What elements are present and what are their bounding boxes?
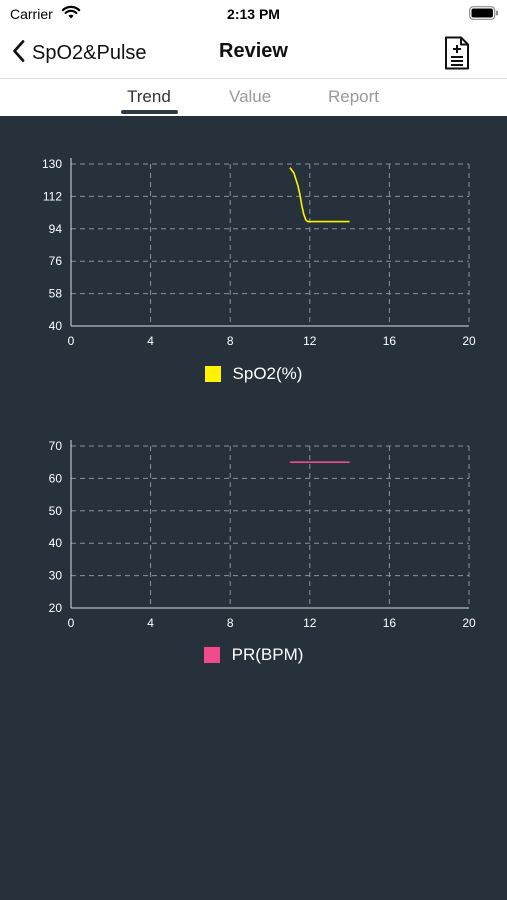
- pr-x-tick-label: 0: [68, 616, 75, 630]
- pr-legend-swatch: [203, 647, 220, 663]
- active-tab-indicator: [121, 110, 178, 114]
- spo2-y-tick-label: 58: [49, 287, 63, 301]
- navigation-bar: SpO2&Pulse Review: [0, 28, 507, 79]
- spo2-legend-swatch: [204, 366, 221, 382]
- spo2-x-tick-label: 8: [227, 334, 234, 348]
- battery-icon: [469, 6, 499, 25]
- spo2-x-tick-label: 16: [383, 334, 397, 348]
- spo2-y-tick-label: 40: [49, 319, 63, 333]
- spo2-y-tick-label: 130: [42, 157, 62, 171]
- spo2-series-line: [289, 167, 350, 223]
- add-document-icon: [443, 36, 471, 74]
- spo2-y-tick-label: 76: [49, 254, 63, 268]
- back-label: SpO2&Pulse: [32, 41, 147, 64]
- pr-legend: PR(BPM): [0, 645, 507, 665]
- tab-trend[interactable]: Trend: [127, 87, 171, 106]
- chevron-left-icon: [12, 39, 26, 68]
- wifi-icon: [61, 4, 81, 25]
- pr-y-tick-label: 40: [49, 536, 63, 550]
- trend-content: 130 112 94 76 58 40 0 4 8 12 16 20 SpO2(%) 70 60 50 40…: [0, 116, 507, 900]
- report-button[interactable]: [443, 36, 471, 70]
- spo2-x-tick-label: 4: [147, 334, 154, 348]
- pr-x-tick-label: 20: [462, 616, 476, 630]
- status-time: 2:13 PM: [227, 6, 280, 22]
- pr-y-tick-label: 50: [49, 504, 63, 518]
- pr-x-tick-label: 8: [227, 616, 234, 630]
- segment-tabs: Trend Value Report: [0, 79, 507, 115]
- spo2-x-tick-label: 0: [68, 334, 75, 348]
- pr-chart: 70 60 50 40 30 20 0 4 8 12 16 20: [49, 439, 476, 630]
- spo2-chart: 130 112 94 76 58 40 0 4 8 12 16 20: [42, 157, 476, 348]
- pr-y-tick-label: 20: [49, 601, 63, 615]
- spo2-y-tick-label: 94: [49, 222, 63, 236]
- back-button[interactable]: SpO2&Pulse: [12, 36, 147, 70]
- pr-x-tick-label: 12: [303, 616, 317, 630]
- spo2-x-tick-label: 12: [303, 334, 317, 348]
- tab-value[interactable]: Value: [229, 87, 272, 106]
- status-bar: Carrier 2:13 PM: [0, 0, 507, 28]
- spo2-x-tick-label: 20: [462, 334, 476, 348]
- tab-report[interactable]: Report: [328, 87, 380, 106]
- spo2-legend-label: SpO2(%): [232, 364, 303, 383]
- spo2-legend: SpO2(%): [0, 364, 507, 384]
- spo2-y-tick-label: 112: [43, 189, 62, 203]
- pr-x-tick-label: 4: [147, 616, 154, 630]
- pr-y-tick-label: 60: [49, 471, 63, 485]
- pr-y-tick-label: 70: [49, 439, 63, 453]
- pr-legend-label: PR(BPM): [231, 645, 304, 664]
- carrier-label: Carrier: [10, 6, 53, 22]
- pr-y-tick-label: 30: [49, 569, 63, 583]
- pr-x-tick-label: 16: [383, 616, 397, 630]
